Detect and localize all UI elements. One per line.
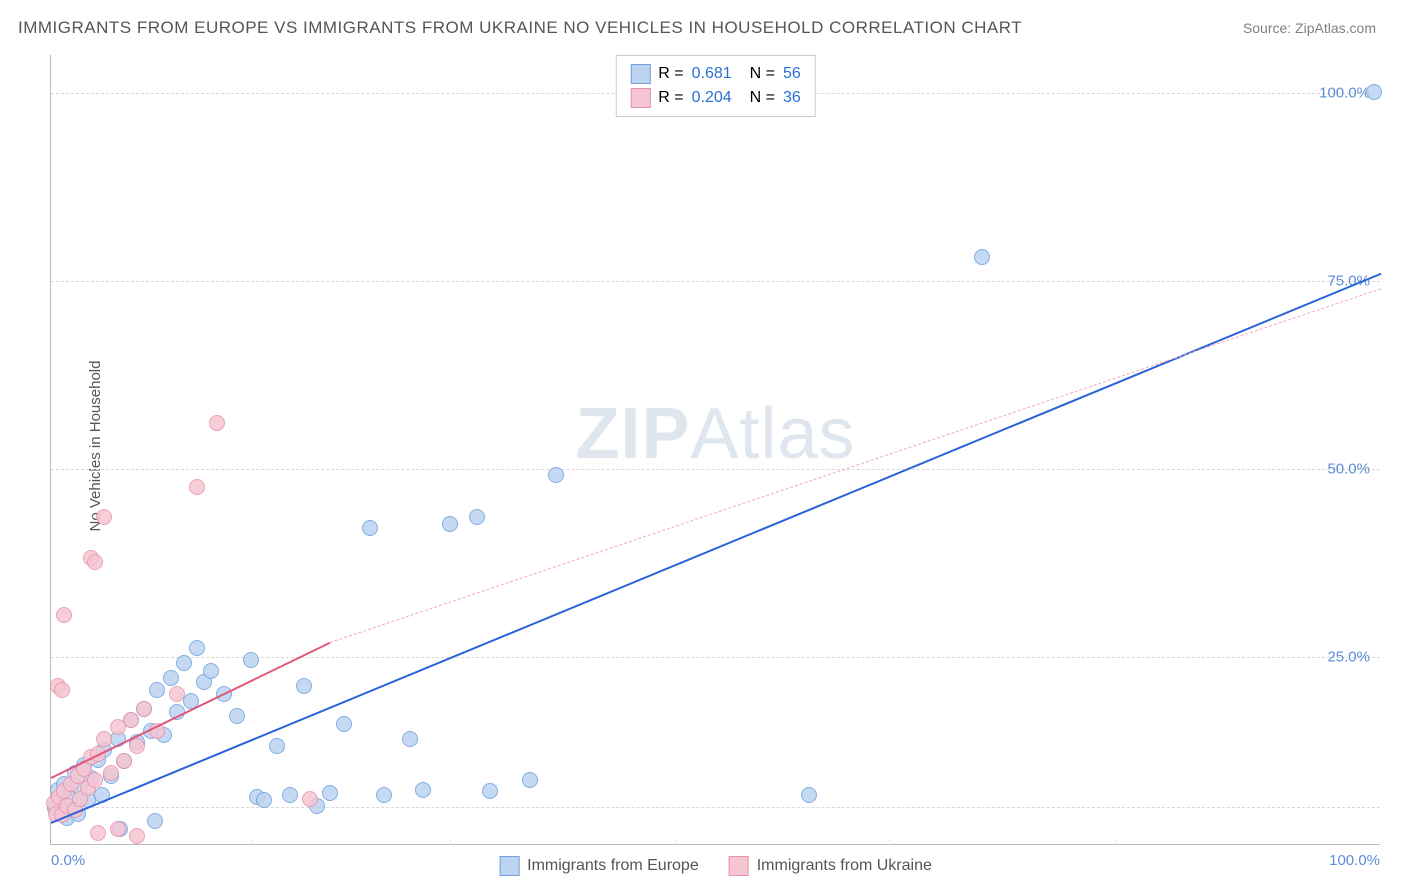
legend-item-ukraine: Immigrants from Ukraine bbox=[729, 856, 932, 876]
grid-line-v bbox=[1115, 839, 1116, 845]
scatter-point bbox=[54, 682, 70, 698]
scatter-point bbox=[96, 509, 112, 525]
scatter-point bbox=[801, 787, 817, 803]
scatter-point bbox=[87, 554, 103, 570]
scatter-point bbox=[90, 825, 106, 841]
scatter-point bbox=[149, 682, 165, 698]
scatter-point bbox=[469, 509, 485, 525]
scatter-point bbox=[296, 678, 312, 694]
scatter-point bbox=[56, 607, 72, 623]
scatter-point bbox=[176, 655, 192, 671]
grid-line-h bbox=[51, 281, 1380, 282]
legend-stats-row: R = 0.204 N = 36 bbox=[630, 86, 800, 110]
scatter-point bbox=[103, 765, 119, 781]
legend-series: Immigrants from Europe Immigrants from U… bbox=[499, 856, 932, 876]
legend-stats: R = 0.681 N = 56 R = 0.204 N = 36 bbox=[615, 55, 815, 117]
trend-line bbox=[330, 288, 1381, 643]
scatter-point bbox=[482, 783, 498, 799]
scatter-point bbox=[110, 821, 126, 837]
scatter-point bbox=[302, 791, 318, 807]
legend-r-value-europe: 0.681 bbox=[692, 65, 742, 83]
scatter-point bbox=[87, 772, 103, 788]
scatter-point bbox=[322, 785, 338, 801]
legend-swatch-ukraine bbox=[729, 856, 749, 876]
legend-r-value-ukraine: 0.204 bbox=[692, 89, 742, 107]
scatter-point bbox=[229, 708, 245, 724]
legend-swatch-ukraine bbox=[630, 88, 650, 108]
scatter-point bbox=[136, 701, 152, 717]
legend-r-label: R = bbox=[658, 89, 683, 107]
scatter-point bbox=[336, 716, 352, 732]
scatter-point bbox=[256, 792, 272, 808]
legend-item-europe: Immigrants from Europe bbox=[499, 856, 699, 876]
chart-title: IMMIGRANTS FROM EUROPE VS IMMIGRANTS FRO… bbox=[18, 18, 1022, 38]
legend-label-europe: Immigrants from Europe bbox=[527, 857, 699, 875]
legend-label-ukraine: Immigrants from Ukraine bbox=[757, 857, 932, 875]
legend-swatch-europe bbox=[499, 856, 519, 876]
scatter-point bbox=[96, 731, 112, 747]
scatter-point bbox=[189, 640, 205, 656]
grid-line-v bbox=[450, 839, 451, 845]
scatter-point bbox=[163, 670, 179, 686]
scatter-point bbox=[362, 520, 378, 536]
scatter-point bbox=[169, 686, 185, 702]
watermark: ZIPAtlas bbox=[575, 393, 855, 475]
scatter-point bbox=[376, 787, 392, 803]
watermark-light: Atlas bbox=[690, 394, 855, 474]
legend-n-label: N = bbox=[750, 89, 775, 107]
scatter-point bbox=[129, 738, 145, 754]
grid-line-h bbox=[51, 469, 1380, 470]
legend-r-label: R = bbox=[658, 65, 683, 83]
legend-n-value-europe: 56 bbox=[783, 65, 801, 83]
legend-swatch-europe bbox=[630, 64, 650, 84]
plot-area: ZIPAtlas R = 0.681 N = 56 R = 0.204 N = … bbox=[50, 55, 1380, 845]
y-tick-label: 25.0% bbox=[1327, 648, 1370, 665]
legend-n-label: N = bbox=[750, 65, 775, 83]
scatter-point bbox=[209, 415, 225, 431]
x-tick-label: 100.0% bbox=[1329, 852, 1380, 869]
scatter-point bbox=[269, 738, 285, 754]
scatter-point bbox=[402, 731, 418, 747]
grid-line-v bbox=[676, 839, 677, 845]
scatter-point bbox=[282, 787, 298, 803]
scatter-point bbox=[415, 782, 431, 798]
scatter-point bbox=[243, 652, 259, 668]
scatter-point bbox=[442, 516, 458, 532]
x-tick-label: 0.0% bbox=[51, 852, 85, 869]
grid-line-v bbox=[251, 839, 252, 845]
scatter-point bbox=[203, 663, 219, 679]
scatter-point bbox=[116, 753, 132, 769]
y-tick-label: 100.0% bbox=[1319, 84, 1370, 101]
y-tick-label: 50.0% bbox=[1327, 460, 1370, 477]
scatter-point bbox=[548, 467, 564, 483]
legend-n-value-ukraine: 36 bbox=[783, 89, 801, 107]
legend-stats-row: R = 0.681 N = 56 bbox=[630, 62, 800, 86]
scatter-point bbox=[147, 813, 163, 829]
source-label: Source: ZipAtlas.com bbox=[1243, 20, 1376, 36]
scatter-point bbox=[1366, 84, 1382, 100]
scatter-point bbox=[974, 249, 990, 265]
scatter-point bbox=[129, 828, 145, 844]
grid-line-v bbox=[889, 839, 890, 845]
grid-line-h bbox=[51, 807, 1380, 808]
scatter-point bbox=[123, 712, 139, 728]
watermark-bold: ZIP bbox=[575, 394, 690, 474]
scatter-point bbox=[522, 772, 538, 788]
scatter-point bbox=[189, 479, 205, 495]
